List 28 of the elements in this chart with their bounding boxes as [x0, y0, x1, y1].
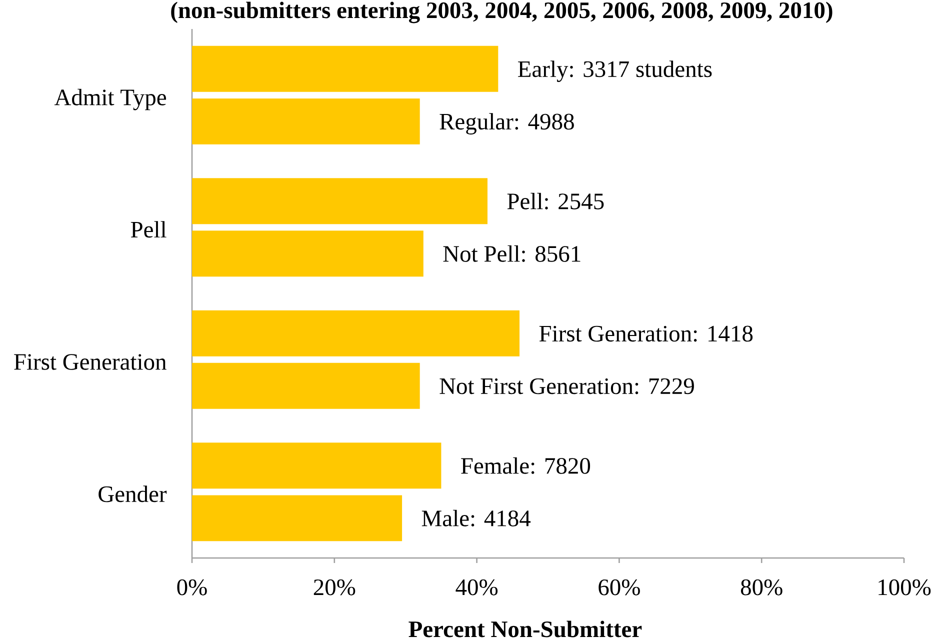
y-tick-label: Gender — [98, 486, 167, 502]
annotation: Male: 4184 — [422, 510, 531, 526]
annotation: Pell: 2545 — [507, 192, 604, 210]
bar — [192, 46, 498, 92]
annotation: Not First Generation: 7229 — [440, 378, 694, 394]
bar — [192, 495, 402, 542]
annotation: Female: 7820 — [461, 457, 590, 474]
x-tick-label: 100% — [878, 579, 931, 596]
y-tick-label: Pell — [130, 221, 166, 238]
x-tick-label: 40% — [456, 579, 498, 596]
annotation: First Generation: 1418 — [539, 326, 753, 342]
bar — [192, 230, 424, 277]
annotation: Regular: 4988 — [440, 113, 574, 134]
annotation: Early: 3317 students — [518, 60, 712, 82]
x-tick-label: 0% — [177, 579, 207, 596]
chart-title: (non-submitters entering 2003, 2004, 2005, 2006, 2008, 2009, 2010) — [171, 2, 832, 24]
y-tick-label: Admit Type — [54, 88, 166, 110]
annotation: Not Pell: 8561 — [443, 245, 580, 262]
bar — [192, 362, 420, 409]
bar — [192, 98, 420, 144]
bar — [192, 310, 520, 356]
x-tick-label: 20% — [314, 579, 356, 596]
bar — [192, 442, 442, 489]
bar — [192, 178, 488, 224]
x-tick-label: 80% — [740, 579, 782, 596]
x-tick-label: 60% — [598, 579, 640, 596]
y-tick-label: First Generation — [14, 354, 166, 370]
x-axis-title: Percent Non-Submitter — [408, 620, 642, 638]
